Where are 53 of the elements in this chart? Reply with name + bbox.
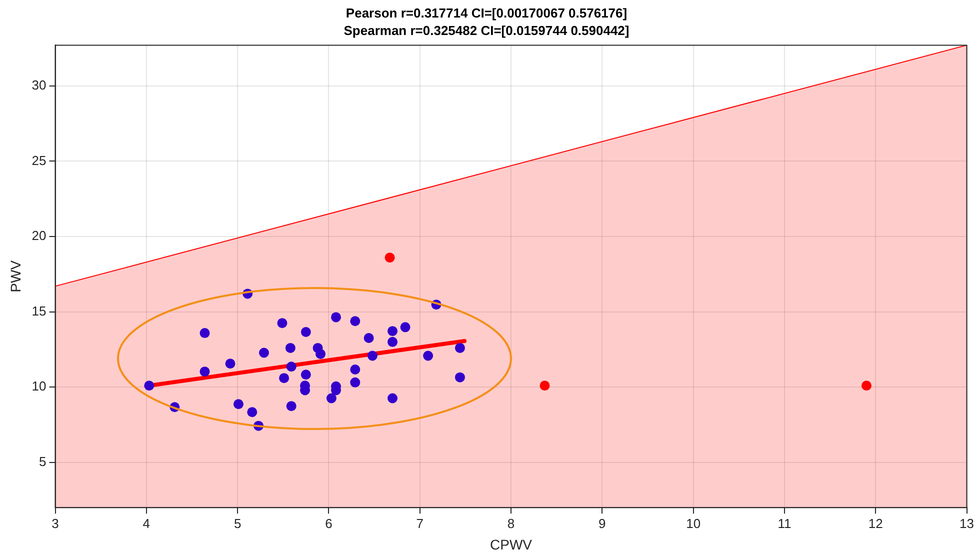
point: [331, 312, 342, 322]
y-tick-label: 15: [32, 303, 46, 318]
x-tick-label: 8: [507, 516, 515, 531]
x-tick-label: 6: [325, 516, 332, 531]
point: [400, 322, 410, 332]
x-tick-label: 13: [960, 516, 974, 531]
point: [423, 350, 434, 361]
point: [300, 370, 311, 380]
x-tick-label: 10: [686, 516, 701, 531]
point: [285, 342, 296, 353]
point: [233, 399, 244, 410]
point: [388, 336, 398, 347]
point: [350, 364, 360, 374]
y-axis-title: PWV: [7, 260, 24, 292]
point: [454, 342, 465, 353]
x-tick-label: 7: [416, 516, 424, 531]
x-tick-label: 9: [598, 516, 606, 531]
point: [316, 348, 326, 359]
point: [367, 350, 378, 361]
point: [384, 252, 395, 263]
point: [350, 316, 360, 326]
point: [862, 380, 872, 391]
point: [258, 348, 269, 358]
point: [200, 328, 210, 338]
x-tick-label: 12: [868, 516, 883, 531]
point: [200, 366, 210, 377]
x-tick-label: 11: [778, 516, 792, 531]
chart-title: Pearson r=0.317714 CI=[0.00170067 0.576176]: [346, 5, 628, 20]
point: [225, 358, 236, 369]
y-tick-label: 20: [32, 228, 46, 244]
x-tick-label: 4: [142, 516, 150, 531]
x-tick-label: 5: [234, 516, 242, 531]
point: [279, 373, 290, 384]
point: [388, 393, 398, 404]
point: [454, 372, 465, 382]
y-tick-label: 10: [32, 378, 46, 394]
chart-subtitle: Spearman r=0.325482 CI=[0.0159744 0.590442]: [344, 22, 630, 38]
point: [286, 401, 296, 412]
point: [326, 393, 336, 404]
point: [300, 326, 311, 337]
point: [144, 380, 154, 391]
point: [277, 318, 288, 328]
x-axis-title: CPWV: [490, 536, 533, 552]
y-tick-label: 30: [32, 77, 46, 92]
point: [286, 362, 296, 372]
x-tick-label: 3: [52, 516, 59, 531]
point: [388, 326, 398, 336]
y-tick-label: 5: [39, 454, 46, 469]
point: [247, 407, 258, 418]
point: [350, 377, 360, 388]
y-tick-label: 25: [32, 152, 46, 168]
point: [364, 333, 374, 344]
point: [540, 380, 550, 391]
